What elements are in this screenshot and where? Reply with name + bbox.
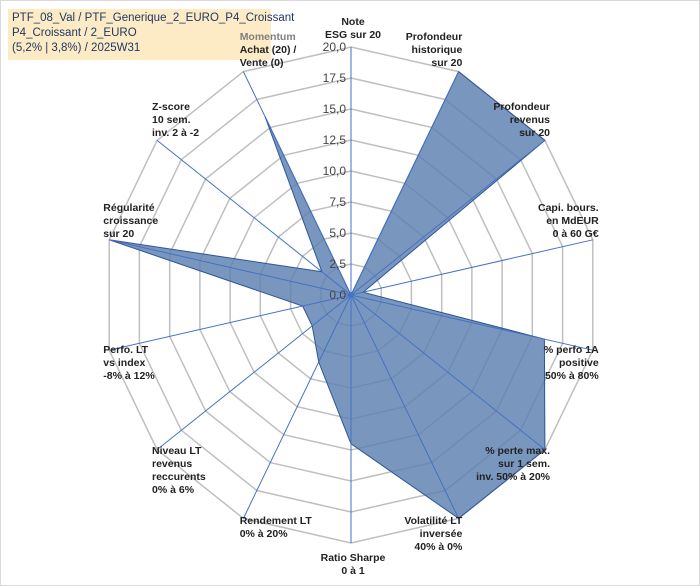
tick-label-2: 5,0: [329, 226, 346, 240]
spoke-line-4: [350, 294, 593, 351]
tick-label-5: 12,5: [323, 133, 347, 147]
tick-label-3: 7,5: [329, 195, 346, 209]
spoke-line-3: [350, 239, 593, 296]
axis-label-13-line-0: Momentum: [240, 31, 296, 43]
chart-title-line-3: (5,2% | 3,8%) / 2025W31: [12, 42, 141, 54]
axis-label-13-line-1: Achat (20) /: [240, 44, 297, 56]
axis-label-5: % perte max.sur 1 sem.inv. 50% à 20%: [476, 445, 551, 483]
axis-label-4-line-2: 50% à 80%: [545, 370, 599, 382]
tick-label-4: 10,0: [323, 164, 347, 178]
axis-label-3-line-0: Capi. bours.: [538, 202, 599, 214]
radar-spokes: [109, 47, 593, 543]
axis-label-1-line-2: sur 20: [431, 57, 462, 69]
axis-label-12-line-0: Z-score: [152, 101, 190, 113]
radial-tick-labels: 0,0 2,5 5,0 7,5 10,0 12,5 15,0 17,5 20,0: [323, 40, 347, 302]
chart-title-line-1: PTF_08_Val / PTF_Generique_2_EURO_P4_Cro…: [12, 12, 295, 24]
axis-label-1-line-0: Profondeur: [406, 31, 463, 43]
axis-label-5-line-1: sur 1 sem.: [498, 458, 550, 470]
axis-label-2-line-1: revenus: [510, 114, 550, 126]
axis-label-12-line-2: inv. 2 à -2: [152, 127, 199, 139]
axis-label-8-line-0: Rendement LT: [240, 515, 313, 527]
spoke-line-5: [350, 294, 546, 450]
axis-label-9-line-1: revenus: [152, 458, 192, 470]
axis-label-9-line-3: 0% à 6%: [152, 484, 195, 496]
axis-label-2-line-2: sur 20: [519, 127, 550, 139]
spoke-line-8: [242, 294, 352, 519]
tick-label-1: 2,5: [329, 257, 346, 271]
spoke-line-13: [242, 71, 352, 296]
tick-label-8: 20,0: [323, 40, 347, 54]
spoke-line-2: [350, 140, 546, 296]
axis-label-8-line-1: 0% à 20%: [240, 528, 289, 540]
axis-label-5-line-2: inv. 50% à 20%: [476, 471, 551, 483]
axis-label-11-line-0: Régularité: [103, 202, 155, 214]
chart-title-box: PTF_08_Val / PTF_Generique_2_EURO_P4_Cro…: [8, 9, 295, 60]
tick-label-6: 15,0: [323, 102, 347, 116]
spoke-line-12: [156, 140, 352, 296]
axis-label-7-line-0: Ratio Sharpe: [321, 552, 386, 564]
axis-label-4-line-1: positive: [559, 357, 599, 369]
axis-label-13-line-2: Vente (0): [240, 57, 284, 69]
axis-label-1-line-1: historique: [412, 44, 463, 56]
axis-label-3-line-1: en MdEUR: [546, 215, 599, 227]
axis-label-4-line-0: % perfo 1A: [544, 344, 599, 356]
axis-label-7-line-1: 0 à 1: [341, 565, 365, 577]
axis-label-12-line-1: 10 sem.: [152, 114, 191, 126]
axis-label-9-line-0: Niveau LT: [152, 445, 202, 457]
tick-label-7: 17,5: [323, 71, 347, 85]
spoke-line-1: [350, 71, 460, 296]
axis-label-2-line-0: Profondeur: [493, 101, 550, 113]
axis-label-8: Rendement LT0% à 20%: [240, 515, 313, 540]
axis-label-0-line-1: ESG sur 20: [325, 29, 381, 41]
axis-label-6-line-0: Volatilité LT: [404, 515, 463, 527]
chart-title-line-2: P4_Croissant / 2_EURO: [12, 27, 137, 39]
spoke-line-10: [109, 294, 352, 351]
axis-label-9-line-2: reccurents: [152, 471, 206, 483]
axis-label-11-line-2: sur 20: [103, 228, 134, 240]
spoke-line-11: [109, 239, 352, 296]
axis-label-6-line-2: 40% à 0%: [414, 541, 463, 553]
axis-label-6-line-1: inversée: [420, 528, 463, 540]
axis-label-3-line-2: 0 à 60 G€: [553, 228, 599, 240]
spoke-line-6: [350, 294, 460, 519]
tick-label-0: 0,0: [329, 288, 346, 302]
axis-label-10-line-1: vs index: [103, 357, 145, 369]
axis-label-10-line-0: Perfo. LT: [103, 344, 148, 356]
axis-label-11-line-1: croissance: [103, 215, 158, 227]
axis-label-5-line-0: % perte max.: [485, 445, 550, 457]
spoke-line-9: [156, 294, 352, 450]
axis-label-0-line-0: Note: [341, 16, 364, 28]
axis-label-10-line-2: -8% à 12%: [103, 370, 155, 382]
